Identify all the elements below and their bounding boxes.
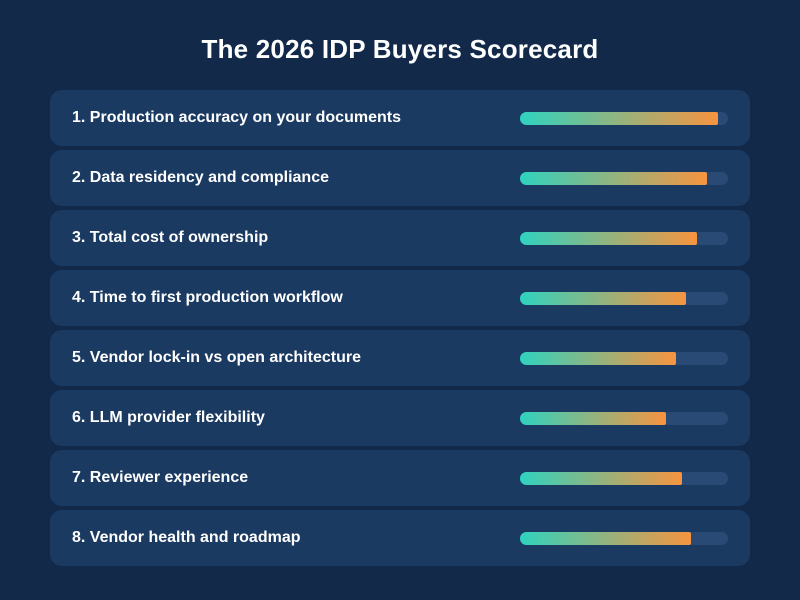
score-bar [520, 412, 666, 425]
scorecard-row: 8. Vendor health and roadmap [50, 510, 750, 566]
scorecard-row-label: 1. Production accuracy on your documents [72, 109, 401, 126]
scorecard-row-label: 5. Vendor lock-in vs open architecture [72, 349, 361, 366]
scorecard-row-label: 7. Reviewer experience [72, 469, 249, 486]
score-bar [520, 292, 686, 305]
score-bar [520, 352, 676, 365]
score-bar-track [520, 532, 728, 545]
score-bar-track [520, 412, 728, 425]
scorecard-list: 1. Production accuracy on your documents… [50, 90, 750, 570]
score-bar-track [520, 352, 728, 365]
scorecard-row: 7. Reviewer experience [50, 450, 750, 506]
score-bar-track [520, 232, 728, 245]
scorecard-row-label: 4. Time to first production workflow [72, 289, 343, 306]
score-bar [520, 532, 691, 545]
score-bar [520, 472, 682, 485]
score-bar-track [520, 292, 728, 305]
score-bar [520, 172, 707, 185]
scorecard-row: 6. LLM provider flexibility [50, 390, 750, 446]
score-bar [520, 232, 697, 245]
scorecard-row: 2. Data residency and compliance [50, 150, 750, 206]
page-title: The 2026 IDP Buyers Scorecard [201, 34, 599, 64]
scorecard-row: 1. Production accuracy on your documents [50, 90, 750, 146]
scorecard-row-label: 6. LLM provider flexibility [72, 409, 265, 426]
score-bar [520, 112, 718, 125]
score-bar-track [520, 472, 728, 485]
score-bar-track [520, 172, 728, 185]
scorecard-row: 3. Total cost of ownership [50, 210, 750, 266]
scorecard-row-label: 8. Vendor health and roadmap [72, 529, 301, 546]
scorecard-row: 4. Time to first production workflow [50, 270, 750, 326]
score-bar-track [520, 112, 728, 125]
scorecard-row-label: 2. Data residency and compliance [72, 169, 329, 186]
scorecard-row: 5. Vendor lock-in vs open architecture [50, 330, 750, 386]
scorecard-row-label: 3. Total cost of ownership [72, 229, 269, 246]
